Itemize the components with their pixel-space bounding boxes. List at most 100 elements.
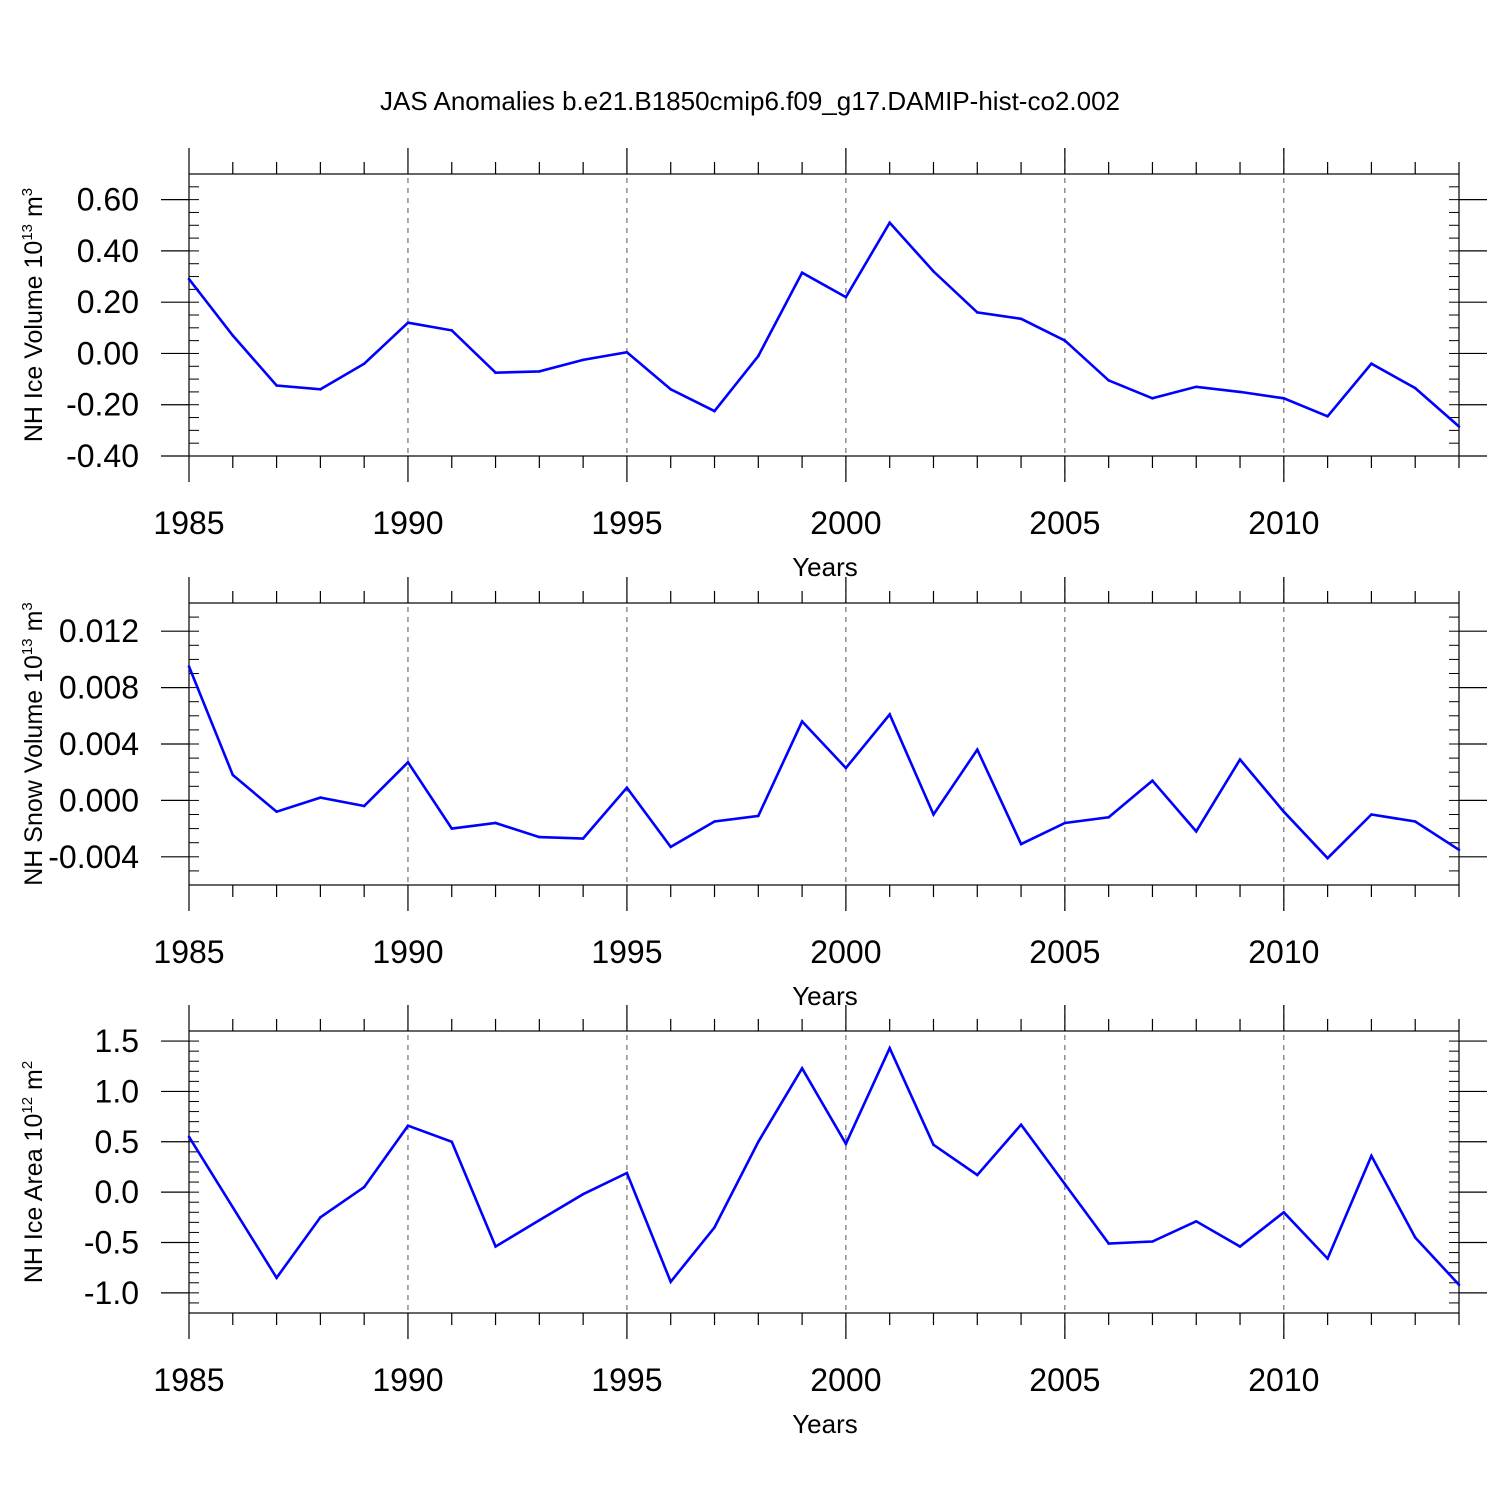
y-tick-label: 1.5 — [95, 1023, 139, 1059]
data-point — [1457, 1283, 1461, 1287]
x-tick-label: 1995 — [591, 1362, 662, 1398]
data-point — [713, 820, 716, 823]
data-point — [1457, 848, 1461, 852]
plot-frame — [188, 1030, 1460, 1314]
series-line-ice-area — [187, 1044, 1460, 1286]
data-point — [406, 321, 410, 324]
x-tick-label: 1990 — [372, 934, 443, 970]
x-axis-label: Years — [792, 1409, 858, 1439]
data-point — [844, 766, 848, 770]
data-point — [275, 810, 278, 813]
y-tick-label: 1.0 — [95, 1073, 139, 1109]
data-point — [1107, 1242, 1110, 1245]
data-point — [1370, 813, 1373, 816]
data-point — [494, 1245, 497, 1248]
data-point — [1413, 386, 1417, 390]
data-point — [757, 814, 760, 818]
data-point — [1370, 362, 1373, 366]
data-point — [1151, 779, 1154, 782]
y-tick-label: 0.40 — [77, 233, 139, 269]
panels: 1985 1990 1995 2000 2005 2010 Years -0.40 -0.20 0… — [19, 148, 1487, 1439]
data-point — [932, 270, 935, 273]
y-tick-label: 0.004 — [59, 726, 139, 762]
data-point — [187, 665, 191, 668]
x-tick-label: 2000 — [810, 934, 881, 970]
x-axis-label: Years — [792, 552, 858, 582]
data-point — [1457, 425, 1461, 428]
x-tick-label: 1990 — [372, 1362, 443, 1398]
y-tick-label: -1.0 — [84, 1275, 139, 1311]
data-point — [275, 1276, 278, 1280]
x-tick-label: 1985 — [153, 505, 224, 541]
x-tick-label: 2010 — [1248, 1362, 1319, 1398]
data-point — [669, 388, 673, 391]
data-point — [975, 311, 979, 314]
y-tick-label: -0.40 — [66, 438, 139, 474]
y-axis-label: NH Snow Volume 1013 m3 — [19, 602, 48, 886]
data-point — [362, 1185, 366, 1189]
data-point — [1107, 816, 1110, 819]
data-point — [625, 1171, 629, 1175]
data-point — [800, 1066, 804, 1070]
y-axis-label: NH Ice Area 1012 m2 — [19, 1061, 48, 1283]
data-point — [406, 1124, 410, 1127]
data-point — [450, 329, 454, 332]
data-point — [1326, 856, 1329, 860]
data-point — [1238, 758, 1242, 761]
data-point — [538, 835, 541, 839]
data-point — [1370, 1154, 1373, 1158]
y-tick-label: 0.60 — [77, 182, 139, 218]
y-tick-label: 0.000 — [59, 782, 139, 818]
series-line-snow-volume — [187, 666, 1460, 861]
data-point — [231, 334, 235, 337]
data-point — [1326, 414, 1329, 418]
data-point — [1326, 1257, 1329, 1260]
data-point — [1063, 339, 1067, 342]
x-tick-label: 2000 — [810, 505, 881, 541]
data-point — [625, 350, 629, 354]
data-point — [1063, 821, 1067, 825]
data-point — [1413, 1236, 1417, 1239]
x-tick-label: 1995 — [591, 934, 662, 970]
data-point — [1194, 830, 1198, 833]
data-point — [581, 1192, 585, 1196]
x-tick-label: 2000 — [810, 1362, 881, 1398]
data-point — [1238, 390, 1242, 394]
data-point — [494, 371, 497, 374]
data-point — [406, 761, 410, 764]
x-tick-label: 2005 — [1029, 1362, 1100, 1398]
plot-frame — [188, 173, 1460, 457]
data-point — [669, 1280, 673, 1284]
data-point — [1151, 1240, 1154, 1243]
data-point — [581, 837, 585, 840]
data-point — [1019, 317, 1023, 321]
data-point — [975, 1173, 979, 1177]
data-point — [1282, 1210, 1286, 1214]
y-tick-label: -0.004 — [48, 839, 139, 875]
data-point — [713, 1226, 716, 1229]
data-point — [757, 1140, 760, 1144]
x-tick-label: 2005 — [1029, 934, 1100, 970]
data-point — [319, 1216, 322, 1219]
data-point — [1019, 1123, 1023, 1126]
data-point — [713, 409, 716, 413]
x-tick-label: 1985 — [153, 934, 224, 970]
series-line-ice-volume — [187, 220, 1460, 428]
data-point — [1282, 810, 1286, 813]
y-tick-label: 0.008 — [59, 670, 139, 706]
data-point — [1238, 1245, 1242, 1248]
x-tick-label: 2010 — [1248, 505, 1319, 541]
data-point — [800, 271, 804, 275]
y-tick-label: 0.0 — [95, 1174, 139, 1210]
data-point — [888, 713, 891, 716]
data-point — [319, 388, 322, 391]
data-point — [581, 358, 585, 362]
data-point — [231, 1205, 235, 1209]
x-tick-label: 1995 — [591, 505, 662, 541]
x-tick-label: 2005 — [1029, 505, 1100, 541]
y-tick-label: 0.012 — [59, 613, 139, 649]
data-point — [362, 804, 366, 808]
data-point — [1194, 1220, 1198, 1223]
panel-ice-volume: 1985 1990 1995 2000 2005 2010 Years -0.40 -0.20 0… — [19, 148, 1487, 582]
data-point — [625, 786, 629, 790]
